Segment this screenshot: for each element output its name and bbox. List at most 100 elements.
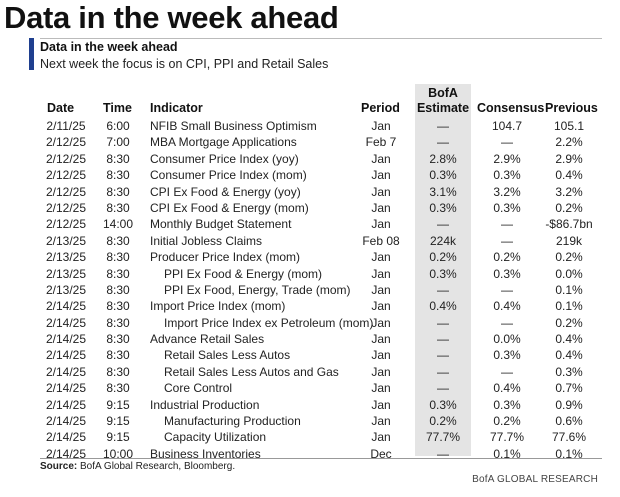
cell-indicator: NFIB Small Business Optimism: [150, 119, 317, 133]
cell-date: 2/11/25: [46, 119, 86, 133]
cell-period: Jan: [371, 184, 391, 199]
cell-previous: 0.2%: [555, 315, 583, 330]
cell-consensus: 0.0%: [493, 332, 521, 347]
column-header-bofa-bottom: Estimate: [416, 101, 470, 115]
cell-previous: 0.4%: [555, 332, 583, 347]
cell-time: 8:30: [106, 315, 130, 330]
cell-period: Jan: [371, 381, 391, 396]
cell-previous: 0.7%: [555, 381, 583, 396]
cell-indicator: Consumer Price Index (yoy): [150, 151, 299, 166]
cell-date: 2/14/25: [45, 414, 87, 429]
cell-consensus: 104.7: [491, 119, 523, 133]
table-row: 2/13/25 8:30 Initial Jobless Claims Feb 08 2…: [0, 233, 620, 249]
cell-consensus: —: [501, 135, 513, 150]
cell-date: 2/13/25: [45, 282, 87, 297]
table-row: 2/14/25 10:00 Business Inventories Dec — 0.1%…: [0, 446, 620, 462]
cell-indicator: Initial Jobless Claims: [150, 233, 263, 248]
cell-consensus: —: [501, 233, 513, 248]
column-header-time: Time: [103, 101, 132, 115]
cell-consensus: —: [501, 217, 513, 232]
cell-previous: 3.2%: [555, 184, 583, 199]
cell-period: Jan: [371, 332, 391, 347]
cell-period: Jan: [371, 430, 391, 445]
cell-bofa-estimate: 0.4%: [429, 299, 457, 314]
source-note: Source: BofA Global Research, Bloomberg.: [40, 461, 235, 472]
headline: Data in the week ahead: [4, 0, 339, 35]
cell-indicator: Industrial Production: [150, 397, 260, 412]
table-row: 2/13/25 8:30 PPI Ex Food, Energy, Trade (m…: [0, 282, 620, 298]
column-header-date: Date: [47, 101, 75, 115]
cell-consensus: 3.2%: [493, 184, 521, 199]
cell-indicator: Manufacturing Production: [164, 414, 301, 429]
cell-previous: 77.6%: [551, 430, 587, 445]
cell-indicator: CPI Ex Food & Energy (yoy): [150, 184, 301, 199]
cell-period: Jan: [371, 414, 391, 429]
cell-date: 2/14/25: [45, 397, 87, 412]
cell-date: 2/14/25: [45, 348, 87, 363]
table-row: 2/13/25 8:30 Producer Price Index (mom) Jan…: [0, 249, 620, 265]
cell-bofa-estimate: 0.2%: [429, 414, 457, 429]
cell-consensus: 0.3%: [493, 266, 521, 281]
cell-period: Jan: [371, 250, 391, 265]
cell-previous: 0.9%: [555, 397, 583, 412]
source-label: Source:: [40, 461, 78, 472]
cell-previous: 0.1%: [555, 299, 583, 314]
cell-date: 2/12/25: [45, 200, 87, 215]
cell-period: Jan: [371, 151, 391, 166]
cell-bofa-estimate: —: [437, 315, 449, 330]
cell-indicator: PPI Ex Food, Energy, Trade (mom): [164, 282, 351, 297]
cell-time: 8:30: [106, 381, 130, 396]
column-header-consensus: Consensus: [477, 101, 545, 115]
cell-bofa-estimate: 0.2%: [429, 250, 457, 265]
table-row: 2/12/25 8:30 Consumer Price Index (mom) Jan…: [0, 167, 620, 183]
cell-consensus: 0.2%: [493, 414, 521, 429]
cell-time: 8:30: [106, 364, 130, 379]
cell-bofa-estimate: 224k: [429, 233, 457, 248]
cell-period: Jan: [371, 119, 391, 133]
cell-bofa-estimate: 2.8%: [429, 151, 457, 166]
cell-bofa-estimate: 3.1%: [429, 184, 457, 199]
cell-consensus: 77.7%: [489, 430, 525, 445]
cell-indicator: PPI Ex Food & Energy (mom): [164, 266, 323, 281]
table-row: 2/14/25 9:15 Industrial Production Jan 0.3% 0…: [0, 397, 620, 413]
cell-consensus: 0.1%: [493, 446, 521, 461]
cell-time: 8:30: [106, 282, 130, 297]
top-divider: [40, 38, 602, 39]
cell-indicator: Retail Sales Less Autos: [164, 348, 291, 363]
cell-indicator: Producer Price Index (mom): [150, 250, 301, 265]
cell-previous: 0.2%: [555, 200, 583, 215]
cell-bofa-estimate: —: [437, 119, 449, 133]
panel-subtitle: Next week the focus is on CPI, PPI and R…: [40, 57, 329, 71]
cell-time: 8:30: [106, 233, 130, 248]
panel-title: Data in the week ahead: [40, 40, 178, 54]
cell-indicator: Retail Sales Less Autos and Gas: [164, 364, 339, 379]
cell-time: 8:30: [106, 266, 130, 281]
cell-period: Jan: [371, 200, 391, 215]
cell-time: 8:30: [106, 332, 130, 347]
column-header-indicator: Indicator: [150, 101, 203, 115]
cell-date: 2/14/25: [45, 446, 87, 461]
cell-bofa-estimate: 0.3%: [429, 266, 457, 281]
cell-date: 2/13/25: [45, 250, 87, 265]
cell-indicator: MBA Mortgage Applications: [150, 135, 297, 150]
cell-previous: 0.0%: [555, 266, 583, 281]
cell-indicator: Core Control: [164, 381, 233, 396]
cell-previous: 0.3%: [555, 364, 583, 379]
cell-period: Jan: [371, 299, 391, 314]
cell-bofa-estimate: 77.7%: [425, 430, 461, 445]
cell-indicator: Advance Retail Sales: [150, 332, 265, 347]
brand-label: BofA GLOBAL RESEARCH: [472, 474, 598, 485]
table-row: 2/14/25 9:15 Capacity Utilization Jan 77.7% 7…: [0, 429, 620, 445]
cell-consensus: —: [501, 282, 513, 297]
cell-period: Jan: [371, 168, 391, 183]
cell-date: 2/13/25: [45, 266, 87, 281]
bottom-divider: [40, 458, 602, 459]
column-header-bofa-top: BofA: [428, 86, 458, 100]
table-row: 2/14/25 9:15 Manufacturing Production Jan 0.…: [0, 413, 620, 429]
cell-previous: 0.2%: [555, 250, 583, 265]
cell-date: 2/12/25: [45, 184, 87, 199]
cell-date: 2/14/25: [45, 299, 87, 314]
table-row: 2/12/25 8:30 Consumer Price Index (yoy) Jan…: [0, 151, 620, 167]
cell-period: Jan: [371, 282, 391, 297]
column-header-period: Period: [361, 101, 400, 115]
